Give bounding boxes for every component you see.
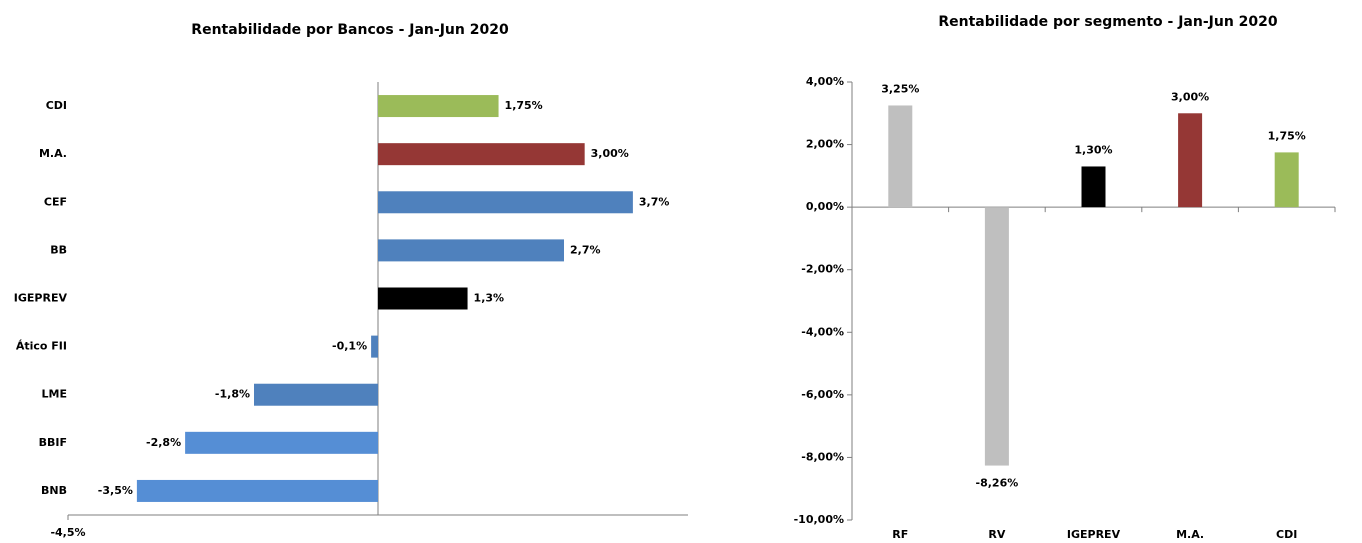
bar [378, 143, 585, 166]
y-tick-label: 2,00% [806, 138, 844, 151]
category-label: BB [50, 243, 67, 256]
value-label: -0,1% [332, 340, 367, 353]
x-tick-label: -4,5% [50, 526, 85, 539]
bar [1081, 166, 1106, 208]
bar [378, 191, 633, 214]
category-label: CDI [46, 99, 67, 112]
bar [1274, 152, 1299, 208]
bar [254, 383, 378, 406]
bar [378, 95, 499, 118]
category-label: M.A. [1176, 528, 1204, 541]
y-tick-label: 0,00% [806, 200, 844, 213]
category-label: IGEPREV [14, 292, 68, 305]
category-label: LME [42, 388, 67, 401]
y-tick-label: 4,00% [806, 75, 844, 88]
value-label: -1,8% [215, 388, 250, 401]
y-tick-label: -4,00% [801, 325, 844, 338]
y-tick-label: -8,00% [801, 450, 844, 463]
value-label: 1,3% [474, 292, 505, 305]
bar [371, 335, 378, 358]
value-label: -8,26% [976, 477, 1019, 490]
value-label: -3,5% [98, 484, 133, 497]
value-label: 3,7% [639, 195, 670, 208]
value-label: 2,7% [570, 243, 601, 256]
category-label: RF [892, 528, 908, 541]
y-tick-label: -2,00% [801, 263, 844, 276]
category-label: CDI [1276, 528, 1297, 541]
category-label: IGEPREV [1067, 528, 1121, 541]
category-label: M.A. [39, 147, 67, 160]
bar [378, 287, 468, 310]
category-label: BBIF [39, 436, 67, 449]
value-label: 3,25% [881, 82, 919, 95]
chart-title: Rentabilidade por Bancos - Jan-Jun 2020 [191, 22, 509, 38]
bar [185, 431, 378, 454]
y-tick-label: -6,00% [801, 388, 844, 401]
bar [136, 479, 378, 502]
value-label: 1,75% [505, 99, 543, 112]
value-label: 1,75% [1268, 129, 1306, 142]
category-label: RV [988, 528, 1005, 541]
chart-title: Rentabilidade por segmento - Jan-Jun 202… [938, 14, 1278, 30]
value-label: -2,8% [146, 436, 181, 449]
bar [1178, 113, 1203, 208]
category-label: CEF [44, 195, 67, 208]
y-tick-label: -10,00% [794, 513, 844, 526]
category-label: BNB [41, 484, 67, 497]
value-label: 1,30% [1074, 143, 1112, 156]
category-label: Ático FII [16, 340, 67, 353]
bar [378, 239, 564, 262]
bar [888, 105, 913, 208]
value-label: 3,00% [1171, 90, 1209, 103]
bar [984, 207, 1009, 466]
value-label: 3,00% [591, 147, 629, 160]
